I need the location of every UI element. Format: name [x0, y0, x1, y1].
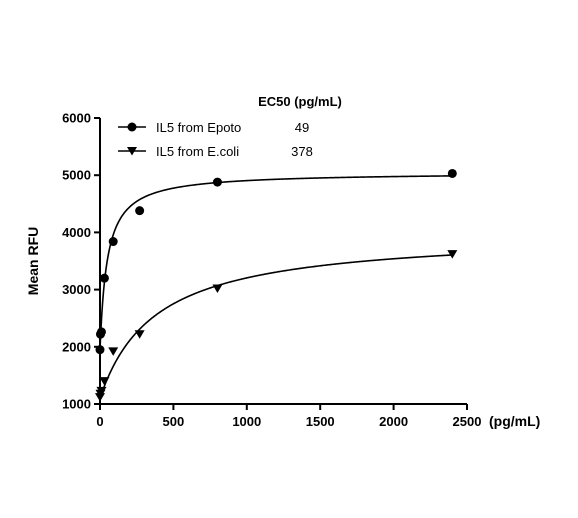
x-tick-label: 1000 — [232, 414, 261, 429]
data-point-series-1 — [447, 168, 457, 178]
data-point-series-1 — [108, 237, 118, 247]
y-axis-title: Mean RFU — [25, 227, 41, 295]
data-point-series-2 — [95, 393, 105, 402]
data-point-series-2 — [108, 347, 119, 356]
data-point-series-1 — [95, 345, 105, 355]
data-point-series-2 — [447, 250, 458, 259]
y-tick-label: 4000 — [62, 225, 91, 240]
data-point-series-2 — [96, 386, 107, 396]
x-tick-label: 0 — [96, 414, 103, 429]
y-tick-label: 5000 — [62, 168, 91, 183]
data-point-series-2 — [99, 377, 110, 386]
data-point-series-1 — [96, 327, 106, 337]
legend-ec50-value: 49 — [295, 120, 309, 135]
x-tick-label: 1500 — [306, 414, 335, 429]
x-axis-title: (pg/mL) — [489, 413, 540, 429]
y-tick-label: 3000 — [62, 282, 91, 297]
axes: 1000 2000 3000 4000 5000 6000 0 500 1000 1500 2000… — [25, 111, 540, 430]
x-tick-label: 500 — [163, 414, 185, 429]
data-point-series-2 — [212, 284, 223, 293]
data-points — [95, 168, 458, 402]
fit-curve-series-2 — [99, 254, 453, 399]
fit-curve-series-1 — [99, 175, 453, 350]
data-point-series-1 — [212, 177, 222, 187]
legend-label: IL5 from Epoto — [156, 120, 241, 135]
fit-curves — [99, 175, 453, 399]
legend-ec50-value: 378 — [291, 144, 313, 159]
data-point-series-1 — [135, 206, 145, 216]
legend-label: IL5 from E.coli — [156, 144, 239, 159]
data-point-series-1 — [99, 273, 109, 283]
legend-circle-marker — [127, 122, 137, 132]
legend-triangle-marker — [127, 147, 137, 156]
x-tick-label: 2000 — [379, 414, 408, 429]
legend-header: EC50 (pg/mL) — [258, 94, 342, 109]
y-tick-label: 6000 — [62, 111, 91, 126]
data-point-series-2 — [134, 330, 145, 339]
legend: EC50 (pg/mL) IL5 from Epoto 49 IL5 from E.c… — [118, 94, 342, 159]
y-tick-label: 1000 — [62, 397, 91, 412]
y-tick-label: 2000 — [62, 339, 91, 354]
x-tick-label: 2500 — [453, 414, 482, 429]
